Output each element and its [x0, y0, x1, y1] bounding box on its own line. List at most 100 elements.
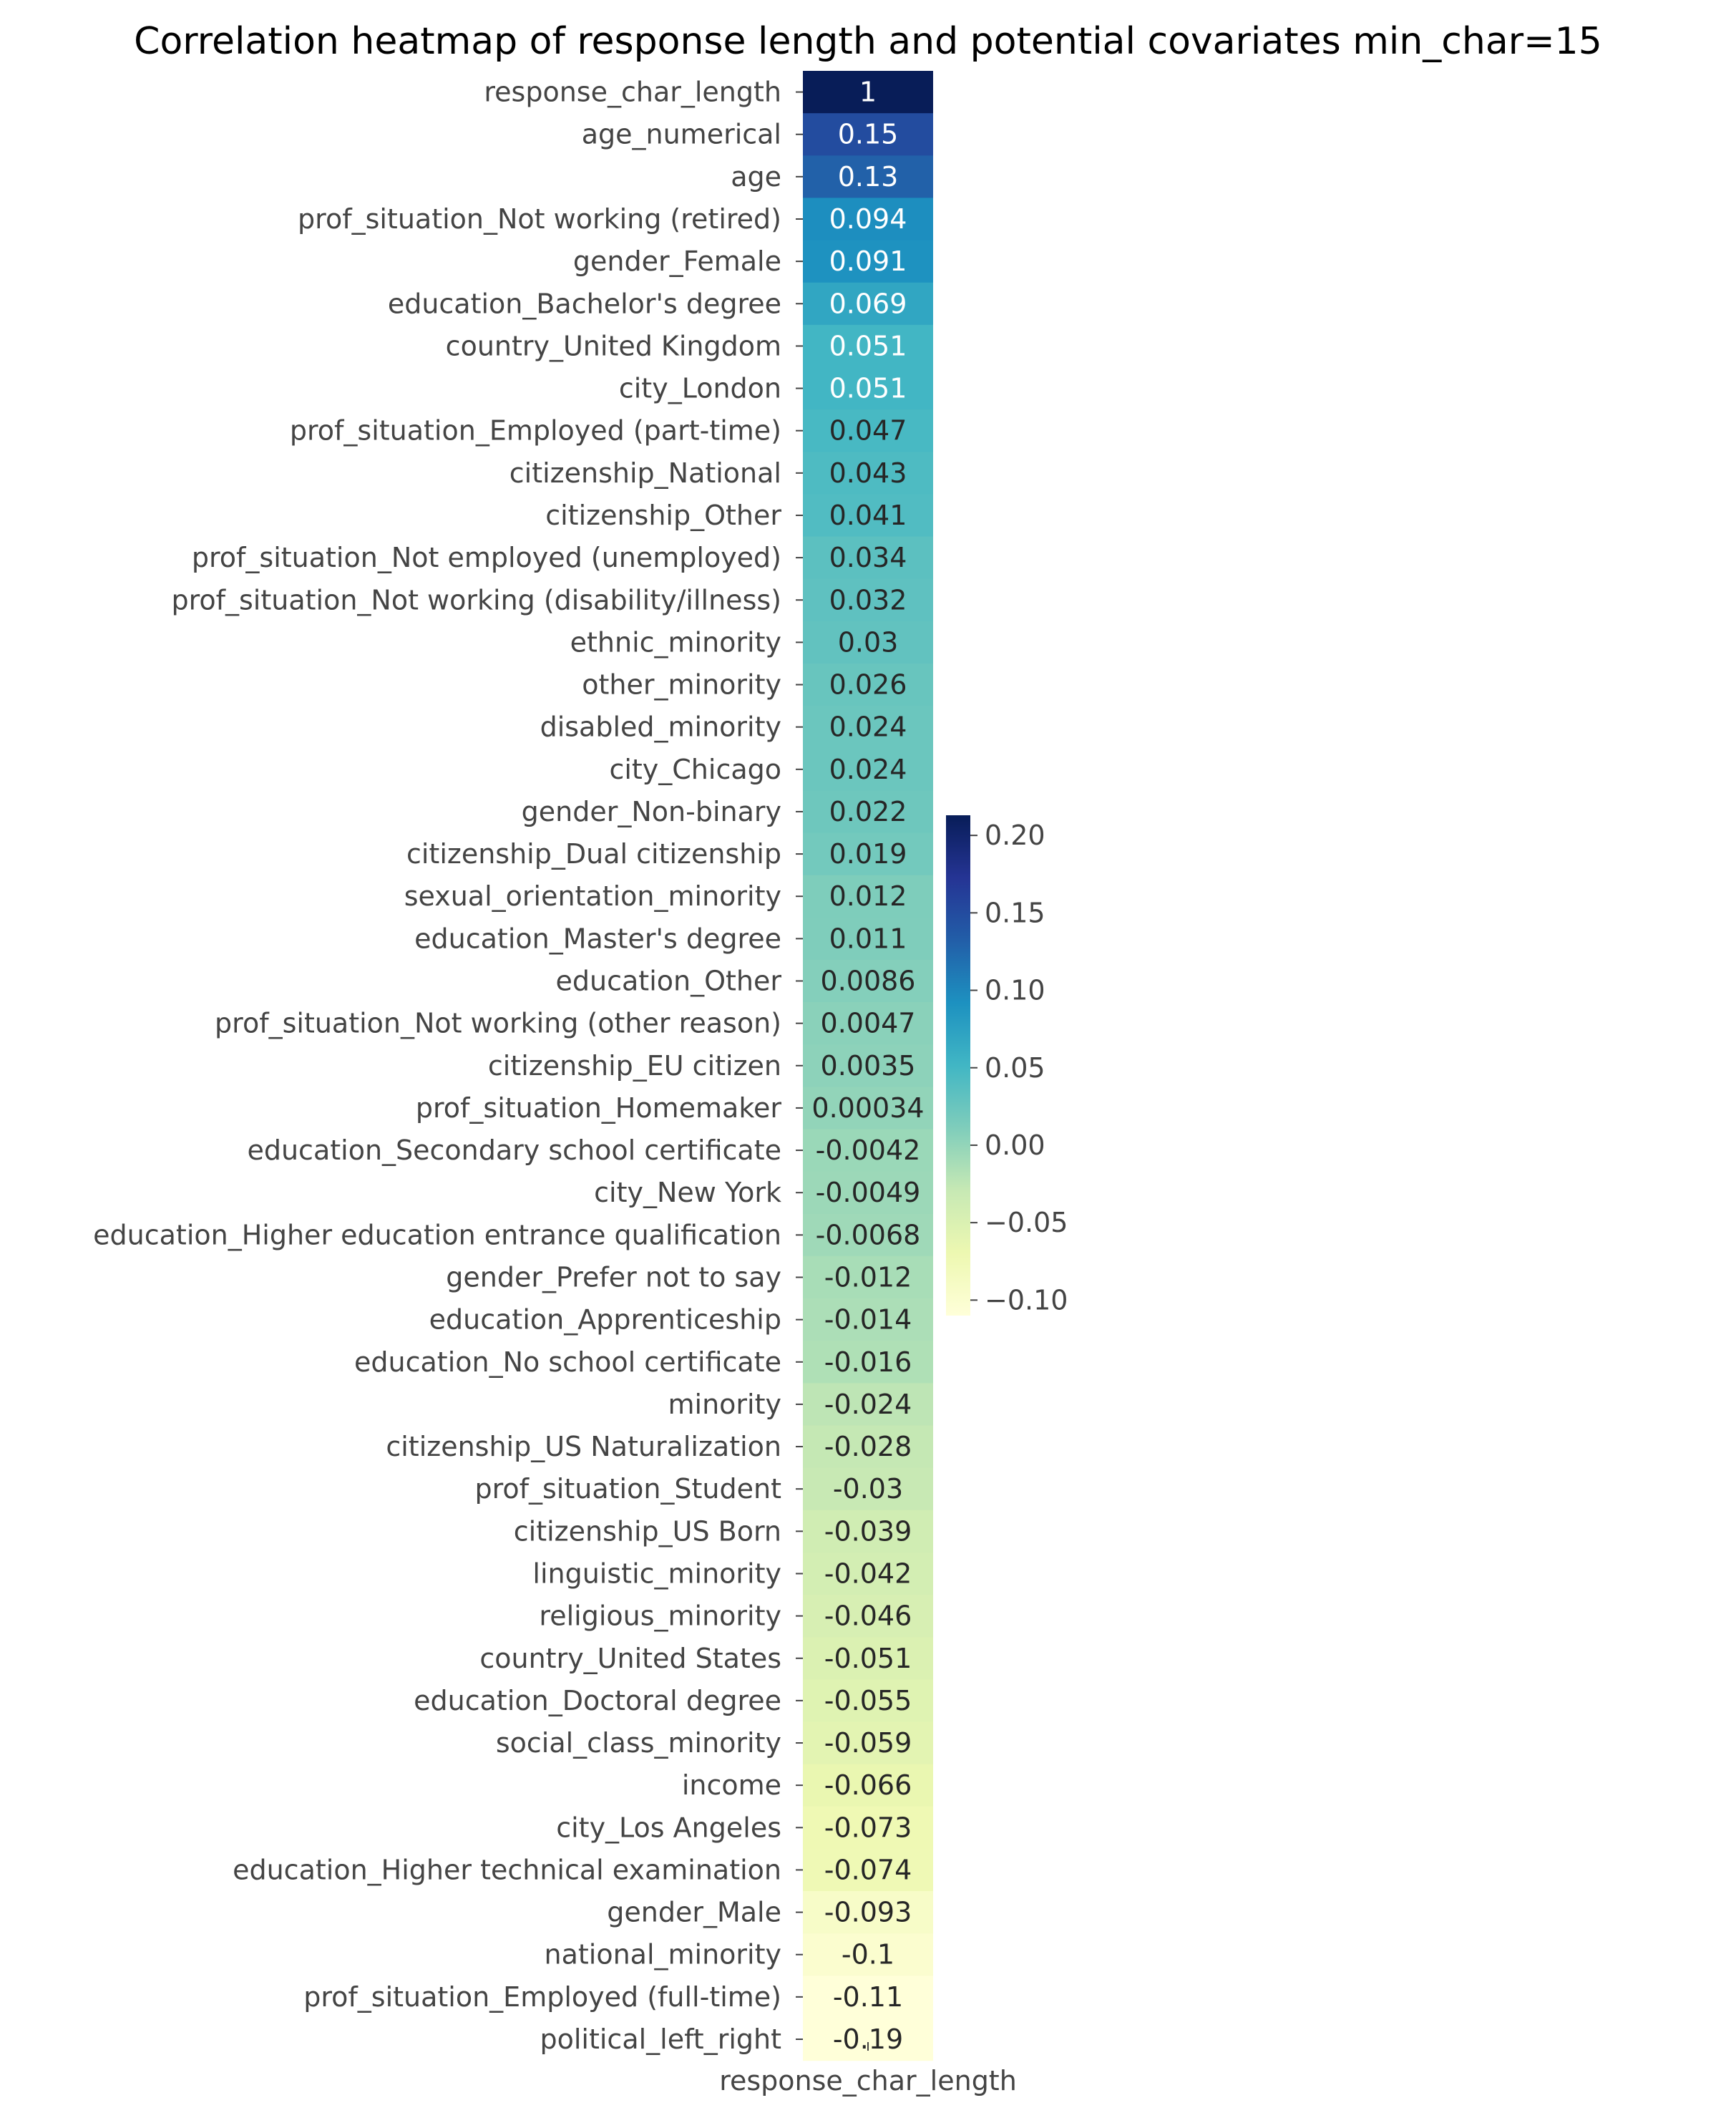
- heatmap-cell: [803, 240, 933, 283]
- row-label: gender_Non-binary: [522, 796, 781, 827]
- cell-value-label: -0.014: [824, 1304, 912, 1336]
- cell-value-label: 0.069: [829, 288, 907, 319]
- row-label: citizenship_EU citizen: [488, 1050, 781, 1082]
- colorbar: 0.20 0.15 0.10 0.05 0.00 −0.05 −0.10: [946, 815, 1068, 1316]
- cell-value-label: 0.041: [829, 500, 907, 531]
- x-axis: response_char_length: [719, 2042, 1017, 2097]
- cell-value-label: -0.039: [824, 1515, 912, 1547]
- cell-value-label: -0.028: [824, 1431, 912, 1462]
- cell-value-label: -0.074: [824, 1854, 912, 1885]
- row-label: prof_situation_Not working (other reason…: [215, 1008, 781, 1039]
- colorbar-tick-label: 0.20: [985, 820, 1045, 851]
- row-label: prof_situation_Employed (full-time): [303, 1981, 781, 2013]
- cell-value-label: 0.032: [829, 584, 907, 616]
- row-label: city_Los Angeles: [556, 1812, 781, 1843]
- row-label: citizenship_US Naturalization: [386, 1431, 781, 1462]
- cell-value-label: -0.0049: [816, 1177, 921, 1208]
- cell-value-label: 0.051: [829, 373, 907, 404]
- heatmap-cell: [803, 452, 933, 495]
- cell-value-label: 0.15: [838, 119, 899, 150]
- heatmap-cell: [803, 1637, 933, 1680]
- row-label: education_Secondary school certificate: [247, 1135, 781, 1166]
- heatmap-cell: [803, 155, 933, 199]
- row-label: citizenship_National: [509, 457, 781, 489]
- heatmap-cell: [803, 1891, 933, 1934]
- row-label: education_Bachelor's degree: [388, 288, 781, 319]
- row-label: other_minority: [582, 669, 781, 701]
- row-label: prof_situation_Homemaker: [416, 1092, 782, 1124]
- cell-value-label: 0.13: [838, 161, 899, 193]
- row-label: city_New York: [594, 1177, 781, 1208]
- row-label: social_class_minority: [496, 1727, 781, 1759]
- cell-value-label: 0.019: [829, 838, 907, 870]
- cell-value-label: 0.00034: [811, 1092, 924, 1124]
- row-label: minority: [668, 1389, 781, 1420]
- row-label: education_Higher technical examination: [233, 1854, 781, 1885]
- row-label: country_United Kingdom: [446, 330, 781, 361]
- heatmap-cell: [803, 1171, 933, 1215]
- row-label: gender_Prefer not to say: [446, 1261, 781, 1293]
- row-label: city_Chicago: [609, 754, 781, 785]
- row-label: prof_situation_Employed (part-time): [290, 415, 781, 447]
- row-label: response_char_length: [484, 77, 781, 108]
- cell-value-label: -0.11: [833, 1981, 903, 2013]
- row-label: political_left_right: [540, 2023, 781, 2055]
- row-label: country_United States: [479, 1643, 781, 1674]
- cell-value-label: -0.016: [824, 1346, 912, 1378]
- cell-value-label: 0.0035: [821, 1050, 916, 1082]
- colorbar-tick-label: −0.05: [985, 1207, 1068, 1238]
- cell-value-label: 0.051: [829, 330, 907, 361]
- heatmap-cell: [803, 409, 933, 452]
- row-label: age_numerical: [582, 119, 781, 150]
- heatmap-cell: [803, 832, 933, 876]
- chart-title: Correlation heatmap of response length a…: [134, 20, 1602, 63]
- row-label: ethnic_minority: [570, 626, 781, 658]
- row-label: disabled_minority: [540, 711, 781, 743]
- row-label: education_Other: [556, 966, 782, 997]
- heatmap-cell: [803, 1002, 933, 1045]
- cell-value-label: 0.012: [829, 880, 907, 912]
- heatmap-cell: [803, 1976, 933, 2019]
- heatmap-cell: [803, 1764, 933, 1807]
- row-label: national_minority: [545, 1939, 781, 1971]
- cell-value-label: -0.042: [824, 1558, 912, 1589]
- row-label: citizenship_US Born: [514, 1515, 781, 1547]
- heatmap-cell: [803, 1510, 933, 1553]
- heatmap-cell: [803, 1044, 933, 1087]
- cell-value-label: 0.094: [829, 203, 907, 235]
- row-label: education_Higher education entrance qual…: [93, 1219, 781, 1250]
- row-label: prof_situation_Not working (disability/i…: [171, 584, 781, 616]
- heatmap-cell: [803, 1129, 933, 1172]
- row-label: gender_Female: [573, 246, 781, 277]
- heatmap-cell: [803, 198, 933, 241]
- cell-value-label: -0.0068: [816, 1219, 921, 1250]
- cell-value-label: 0.024: [829, 754, 907, 785]
- heatmap-cell: [803, 494, 933, 538]
- cell-value-label: 0.091: [829, 246, 907, 277]
- cell-value-label: -0.1: [842, 1939, 894, 1971]
- heatmap-cell: [803, 1383, 933, 1427]
- heatmap-cells: [803, 71, 933, 2061]
- cell-value-label: 0.011: [829, 923, 907, 954]
- heatmap-cell: [803, 1552, 933, 1595]
- heatmap-cell: [803, 959, 933, 1003]
- heatmap-cell: [803, 1806, 933, 1850]
- heatmap-cell: [803, 324, 933, 368]
- row-label: citizenship_Dual citizenship: [406, 838, 781, 870]
- heatmap-cell: [803, 366, 933, 410]
- cell-value-label: -0.024: [824, 1389, 912, 1420]
- colorbar-gradient: [946, 815, 970, 1316]
- cell-value-label: 0.0047: [821, 1008, 916, 1039]
- row-label: income: [682, 1769, 781, 1801]
- heatmap-cell: [803, 1467, 933, 1511]
- heatmap-cell: [803, 1595, 933, 1638]
- heatmap-cell: [803, 282, 933, 326]
- row-label: education_Doctoral degree: [414, 1685, 781, 1716]
- heatmap-cell: [803, 1933, 933, 1976]
- cell-value-label: 0.026: [829, 669, 907, 701]
- heatmap-cell: [803, 578, 933, 622]
- heatmap-cell: [803, 113, 933, 156]
- cell-value-label: -0.051: [824, 1643, 912, 1674]
